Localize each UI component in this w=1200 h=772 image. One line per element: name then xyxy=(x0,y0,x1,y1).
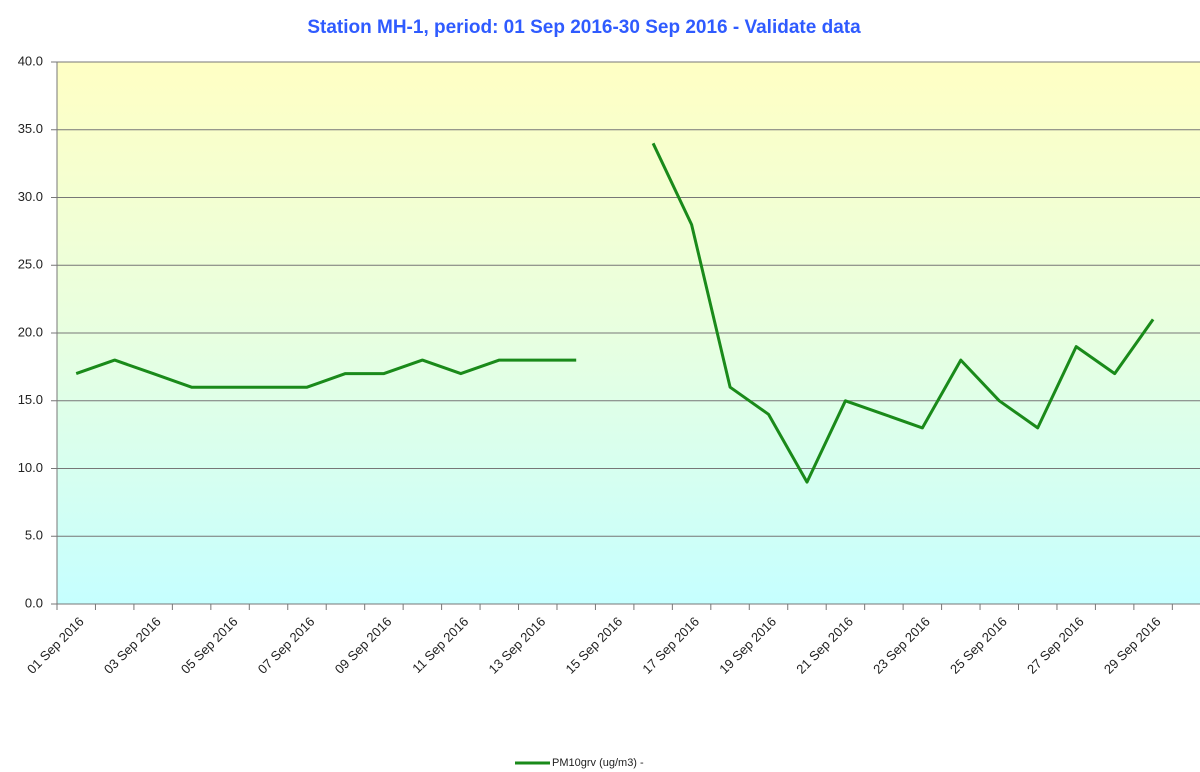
x-tick-label: 09 Sep 2016 xyxy=(332,614,395,677)
y-tick-label: 0.0 xyxy=(25,595,43,610)
x-tick-label: 27 Sep 2016 xyxy=(1024,614,1087,677)
y-tick-label: 20.0 xyxy=(18,324,43,339)
x-tick-label: 01 Sep 2016 xyxy=(24,614,87,677)
chart-title: Station MH-1, period: 01 Sep 2016-30 Sep… xyxy=(307,17,861,38)
x-tick-label: 07 Sep 2016 xyxy=(255,614,318,677)
x-tick-label: 21 Sep 2016 xyxy=(793,614,856,677)
y-tick-label: 35.0 xyxy=(18,121,43,136)
x-tick-label: 25 Sep 2016 xyxy=(947,614,1010,677)
x-tick-label: 23 Sep 2016 xyxy=(870,614,933,677)
y-tick-label: 30.0 xyxy=(18,189,43,204)
y-tick-label: 40.0 xyxy=(18,53,43,68)
x-tick-label: 29 Sep 2016 xyxy=(1101,614,1164,677)
y-tick-label: 15.0 xyxy=(18,392,43,407)
x-tick-label: 13 Sep 2016 xyxy=(486,614,549,677)
x-tick-label: 19 Sep 2016 xyxy=(716,614,779,677)
x-tick-label: 03 Sep 2016 xyxy=(101,614,164,677)
x-tick-label: 17 Sep 2016 xyxy=(639,614,702,677)
y-tick-label: 5.0 xyxy=(25,528,43,543)
x-tick-label: 15 Sep 2016 xyxy=(562,614,625,677)
data-line xyxy=(75,142,1155,484)
legend-label: PM10grv (ug/m3) - xyxy=(552,757,644,769)
y-tick-label: 25.0 xyxy=(18,257,43,272)
x-tick-label: 05 Sep 2016 xyxy=(178,614,241,677)
y-tick-label: 10.0 xyxy=(18,460,43,475)
x-tick-label: 11 Sep 2016 xyxy=(409,614,471,676)
